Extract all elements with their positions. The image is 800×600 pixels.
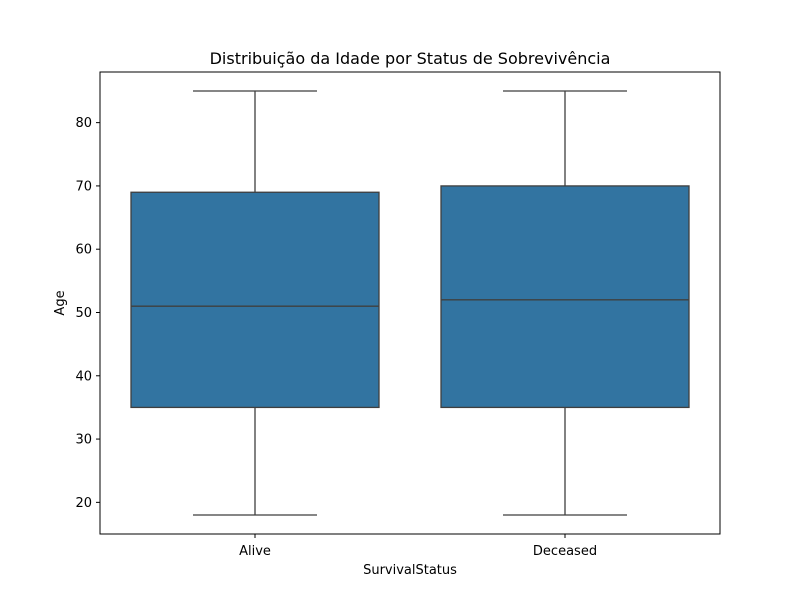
y-tick-label: 60 xyxy=(75,243,92,258)
x-axis: Alive Deceased xyxy=(239,534,597,559)
x-tick-label: Deceased xyxy=(533,544,597,559)
y-tick-label: 50 xyxy=(75,306,92,321)
y-tick-label: 40 xyxy=(75,369,92,384)
y-axis-label: Age xyxy=(53,290,68,315)
y-tick-label: 20 xyxy=(75,496,92,511)
y-tick-label: 30 xyxy=(75,433,92,448)
plot-area xyxy=(130,90,690,516)
box-group-alive xyxy=(130,90,380,516)
y-tick-label: 70 xyxy=(75,179,92,194)
plot-frame xyxy=(99,71,721,535)
y-axis: 20 30 40 50 60 70 80 xyxy=(75,116,100,511)
y-tick-label: 80 xyxy=(75,116,92,131)
x-tick-label: Alive xyxy=(239,544,271,559)
iqr-box xyxy=(130,191,380,409)
box-group-deceased xyxy=(440,90,690,516)
chart-title: Distribuição da Idade por Status de Sobr… xyxy=(210,49,611,68)
iqr-box xyxy=(440,185,690,409)
x-axis-label: SurvivalStatus xyxy=(363,563,457,578)
